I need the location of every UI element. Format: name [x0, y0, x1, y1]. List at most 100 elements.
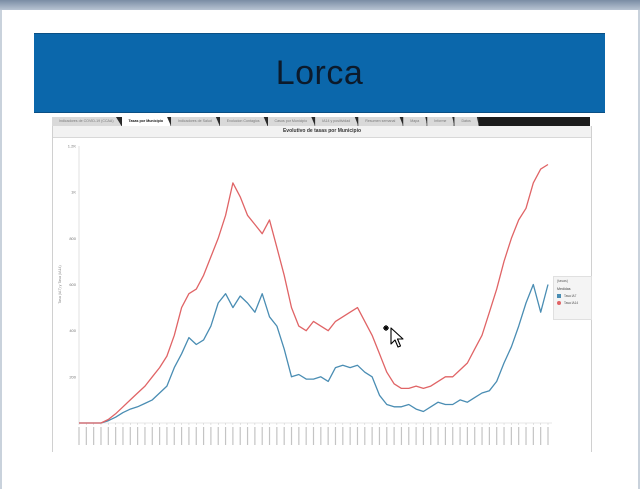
x-tick-label	[327, 427, 329, 445]
chart-panel: Evolutivo de tasas por Municipio 200 400 6…	[52, 126, 592, 452]
x-tick-label	[217, 427, 219, 445]
line-chart: 200 400 600 800 1K 1.2K Tasa (IA7) y Tasa (IA1…	[58, 144, 552, 445]
x-tick-label	[518, 427, 520, 445]
x-tick-label	[298, 427, 300, 445]
x-tick-label	[481, 427, 483, 445]
x-tick-label	[129, 427, 131, 445]
dashboard-tab-bar: Indicadores de COVID-19 (CCAA) Tasas por…	[52, 117, 590, 126]
x-tick-label	[400, 427, 403, 445]
y-tick-label: 400	[69, 328, 76, 333]
legend-swatch-ia7	[557, 294, 561, 298]
x-tick-label	[283, 427, 285, 445]
y-tick-label: 1.2K	[68, 144, 77, 149]
y-tick-label: 600	[69, 282, 76, 287]
series-line-0	[79, 283, 549, 424]
x-tick-label	[115, 427, 117, 445]
y-tick-label: 1K	[71, 190, 76, 195]
legend-subtitle: Medidas	[557, 287, 571, 291]
x-tick-label	[173, 427, 175, 445]
x-tick-label	[195, 427, 197, 445]
y-tick-label: 800	[69, 236, 76, 241]
legend-label-ia14: Tasa IA14	[564, 301, 579, 305]
legend-swatch-ia14	[557, 301, 561, 305]
legend-item-ia14[interactable]: Tasa IA14	[554, 298, 591, 305]
x-tick-label	[246, 427, 249, 445]
x-tick-label	[488, 427, 490, 445]
x-tick-label	[540, 427, 542, 445]
x-tick-label	[305, 427, 307, 445]
tab-8[interactable]: Informe	[427, 117, 455, 126]
x-tick-label	[144, 427, 146, 445]
slide-title-band: Lorca	[34, 33, 605, 113]
tab-9[interactable]: Datos	[454, 117, 479, 126]
x-tick-label	[232, 427, 234, 445]
x-tick-label	[254, 427, 256, 445]
x-tick-label	[430, 427, 432, 445]
y-tick-label: 200	[69, 374, 76, 379]
x-tick-label	[180, 427, 183, 445]
x-tick-label	[525, 427, 527, 445]
x-tick-label	[122, 427, 124, 445]
x-tick-label	[188, 427, 190, 445]
slide-title: Lorca	[275, 53, 364, 92]
x-tick-label	[261, 427, 263, 445]
chart-title: Evolutivo de tasas por Municipio	[53, 126, 591, 138]
y-axis-title: Tasa (IA7) y Tasa (IA14)	[58, 265, 62, 303]
legend-item-ia7[interactable]: Tasa IA7	[554, 291, 591, 298]
x-tick-label	[503, 427, 505, 445]
x-tick-label	[85, 427, 87, 445]
tab-bar-filler	[478, 117, 590, 126]
tab-7[interactable]: Mapa	[403, 117, 428, 126]
tab-1[interactable]: Tasas por Municipio	[121, 117, 172, 126]
x-tick-label	[290, 427, 293, 445]
x-tick-label	[356, 427, 359, 445]
x-tick-label	[312, 427, 315, 445]
x-tick-label	[532, 427, 534, 445]
x-tick-label	[496, 427, 498, 445]
x-tick-label	[342, 427, 344, 445]
x-tick-label	[210, 427, 212, 445]
x-tick-label	[202, 427, 205, 445]
tab-0[interactable]: Indicadores de COVID-19 (CCAA)	[52, 117, 122, 126]
chart-legend: (tasas) Medidas Tasa IA7 Tasa IA14	[553, 276, 592, 320]
x-tick-label	[100, 427, 102, 445]
x-tick-label	[224, 427, 227, 445]
legend-label-ia7: Tasa IA7	[564, 294, 577, 298]
x-tick-label	[422, 427, 425, 445]
x-tick-label	[93, 427, 95, 445]
series-line-1	[79, 163, 549, 424]
x-tick-label	[459, 427, 461, 445]
x-tick-label	[364, 427, 366, 445]
x-tick-label	[386, 427, 388, 445]
x-tick-label	[159, 427, 161, 445]
x-tick-label	[107, 427, 109, 445]
x-tick-label	[547, 427, 549, 445]
x-tick-label	[151, 427, 153, 445]
tab-2[interactable]: Indicadores de Salud	[171, 117, 220, 126]
mouse-cursor-icon	[383, 325, 404, 348]
x-tick-label	[334, 427, 337, 445]
x-tick-label	[320, 427, 322, 445]
x-tick-label	[371, 427, 373, 445]
x-tick-label	[166, 427, 168, 445]
x-tick-label	[452, 427, 454, 445]
x-tick-label	[510, 427, 512, 445]
x-tick-label	[474, 427, 476, 445]
x-tick-label	[437, 427, 439, 445]
tab-4[interactable]: Casos por Municipio	[267, 117, 316, 126]
legend-title: (tasas)	[557, 279, 568, 283]
tab-5[interactable]: IA14 y positividad	[315, 117, 359, 126]
x-tick-label	[444, 427, 447, 445]
x-tick-label	[408, 427, 410, 445]
x-tick-label	[268, 427, 271, 445]
x-tick-label	[466, 427, 468, 445]
x-tick-label	[276, 427, 278, 445]
x-tick-label	[137, 427, 139, 445]
x-tick-label	[78, 427, 80, 445]
x-tick-label	[415, 427, 417, 445]
tab-6[interactable]: Resumen semanal	[358, 117, 404, 126]
x-tick-label	[378, 427, 381, 445]
x-tick-label	[239, 427, 241, 445]
tab-3[interactable]: Evolucion Contagios	[219, 117, 268, 126]
x-tick-label	[349, 427, 351, 445]
